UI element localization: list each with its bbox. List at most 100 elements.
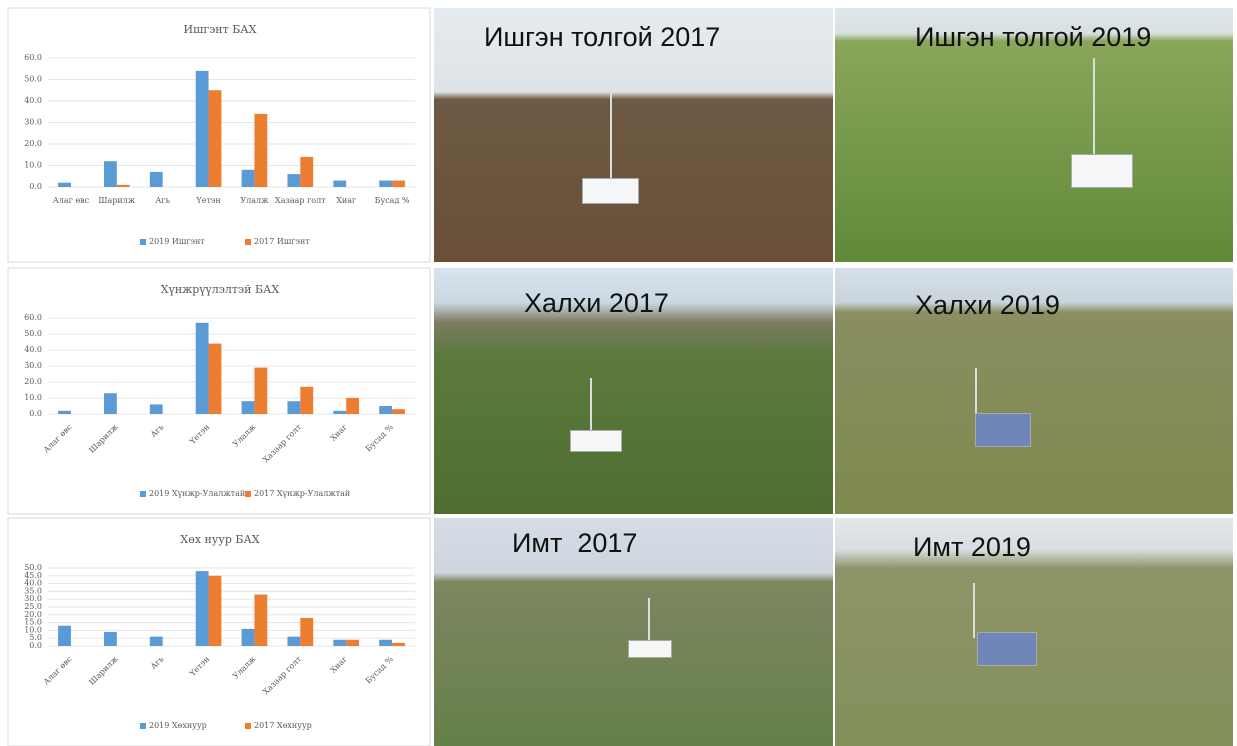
bar <box>196 71 209 187</box>
x-tick-label: Шарилж <box>98 196 135 205</box>
legend-label: 2019 Хөхнуур <box>149 721 207 730</box>
bar <box>392 643 405 646</box>
bar <box>300 157 313 187</box>
bar <box>287 174 300 187</box>
legend-swatch <box>140 491 146 497</box>
bar <box>300 618 313 646</box>
bar <box>379 406 392 414</box>
x-tick-label: Улалж <box>240 196 269 205</box>
y-tick-label: 50.0 <box>24 563 42 572</box>
pole <box>1093 58 1095 158</box>
photo: Халхи 2017 <box>434 268 833 514</box>
bar <box>242 170 255 187</box>
bar <box>287 637 300 646</box>
legend-label: 2019 Ишгэнт <box>149 237 205 246</box>
y-tick-label: 20.0 <box>24 377 42 386</box>
bar <box>379 640 392 646</box>
y-tick-label: 10.0 <box>24 393 42 402</box>
x-tick-label: Агь <box>155 196 170 205</box>
photo: Имт 2017 <box>434 518 833 746</box>
legend-swatch <box>140 723 146 729</box>
legend-swatch <box>245 723 251 729</box>
y-tick-label: 35.0 <box>24 586 42 595</box>
y-tick-label: 40.0 <box>24 96 42 105</box>
photo-caption: Халхи 2019 <box>915 290 1060 321</box>
legend-swatch <box>245 491 251 497</box>
bar <box>333 181 346 187</box>
bar <box>346 640 359 646</box>
bar <box>333 640 346 646</box>
bar <box>58 183 71 187</box>
y-tick-label: 30.0 <box>24 361 42 370</box>
bar <box>58 626 71 646</box>
charts: Ишгэнт БАХ0.010.020.030.040.050.060.0Ала… <box>0 0 432 746</box>
y-tick-label: 15.0 <box>24 618 42 627</box>
photo: Халхи 2019 <box>835 268 1233 514</box>
bar <box>104 393 117 414</box>
y-tick-label: 20.0 <box>24 139 42 148</box>
page: Ишгэнт БАХ0.010.020.030.040.050.060.0Ала… <box>0 0 1237 746</box>
pole <box>973 583 975 638</box>
y-tick-label: 60.0 <box>24 53 42 62</box>
sign <box>582 178 639 204</box>
sign <box>628 640 672 658</box>
bar <box>333 411 346 414</box>
sign <box>975 413 1031 447</box>
legend-label: 2017 Ишгэнт <box>254 237 310 246</box>
y-tick-label: 5.0 <box>29 633 42 642</box>
bar <box>209 576 222 646</box>
sign <box>570 430 622 452</box>
photo-caption: Имт 2019 <box>913 532 1031 563</box>
legend-swatch <box>140 239 146 245</box>
bar <box>242 629 255 646</box>
bar <box>150 172 163 187</box>
bar <box>254 114 267 187</box>
y-tick-label: 60.0 <box>24 313 42 322</box>
y-tick-label: 30.0 <box>24 118 42 127</box>
x-tick-label: Хазаар голт <box>275 196 326 205</box>
x-tick-label: Алаг өвс <box>53 196 90 205</box>
y-tick-label: 50.0 <box>24 75 42 84</box>
photo: Ишгэн толгой 2019 <box>835 8 1233 262</box>
bar <box>287 401 300 414</box>
bar <box>379 181 392 187</box>
pole <box>590 378 592 433</box>
chart-title: Хүнжрүүлэлтэй БАХ <box>161 283 280 296</box>
pole <box>648 598 650 643</box>
y-tick-label: 50.0 <box>24 329 42 338</box>
legend-swatch <box>245 239 251 245</box>
pole <box>975 368 977 418</box>
sign <box>977 632 1037 666</box>
bar <box>392 181 405 187</box>
bar <box>209 344 222 414</box>
bar <box>150 637 163 646</box>
photo-caption: Ишгэн толгой 2017 <box>484 22 720 53</box>
y-tick-label: 0.0 <box>29 641 42 650</box>
sign <box>1071 154 1133 188</box>
legend-label: 2017 Хүнжр-Улалжтай <box>254 489 350 498</box>
y-tick-label: 0.0 <box>29 182 42 191</box>
photo-caption: Халхи 2017 <box>524 288 669 319</box>
y-tick-label: 0.0 <box>29 409 42 418</box>
y-tick-label: 25.0 <box>24 602 42 611</box>
x-tick-label: Хиаг <box>336 196 356 205</box>
y-tick-label: 40.0 <box>24 579 42 588</box>
pole <box>610 88 612 188</box>
photo-caption: Имт 2017 <box>512 528 637 559</box>
y-tick-label: 10.0 <box>24 625 42 634</box>
bar <box>196 571 209 646</box>
bar <box>392 409 405 414</box>
bar <box>104 632 117 646</box>
bar <box>209 90 222 187</box>
legend-label: 2019 Хүнжр-Улалжтай <box>149 489 245 498</box>
x-tick-label: Бусад % <box>375 196 410 205</box>
y-tick-label: 40.0 <box>24 345 42 354</box>
x-tick-label: Үетэн <box>195 196 220 205</box>
bar <box>300 387 313 414</box>
bar <box>150 404 163 414</box>
bar <box>196 323 209 414</box>
bar <box>58 411 71 414</box>
y-tick-label: 20.0 <box>24 610 42 619</box>
bar <box>254 368 267 414</box>
y-tick-label: 10.0 <box>24 161 42 170</box>
